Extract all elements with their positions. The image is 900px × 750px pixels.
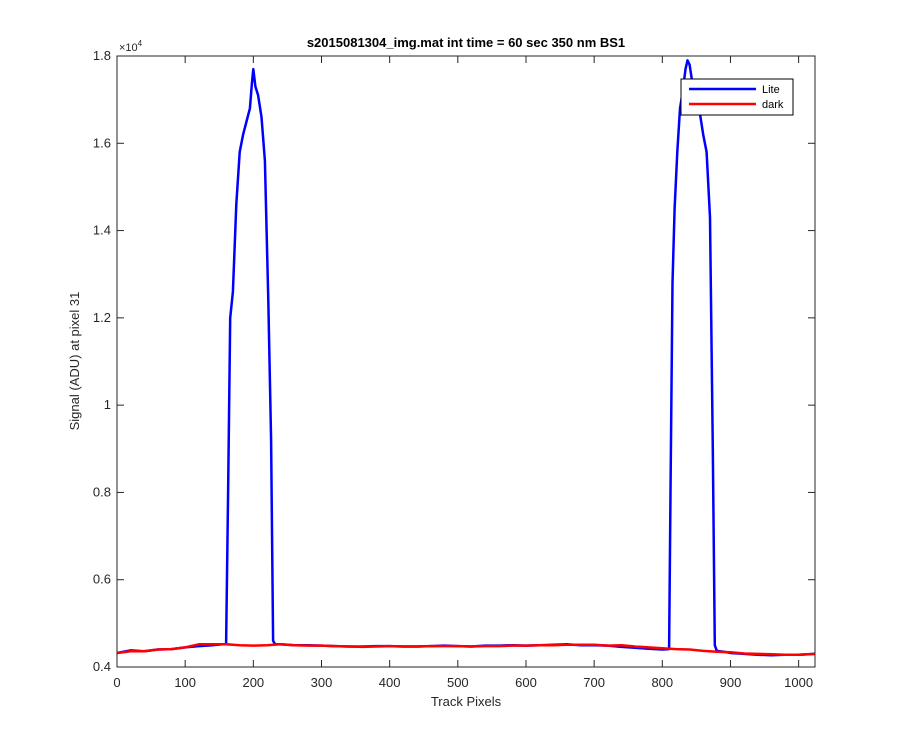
x-tick-label: 600 xyxy=(515,675,537,690)
x-tick-label: 300 xyxy=(311,675,333,690)
x-axis-label: Track Pixels xyxy=(431,694,502,709)
y-tick-label: 1 xyxy=(104,397,111,412)
plot-frame xyxy=(116,55,816,668)
x-tick-label: 1000 xyxy=(784,675,813,690)
x-tick-label: 700 xyxy=(583,675,605,690)
series-line-dark xyxy=(116,643,816,657)
x-tick-label: 800 xyxy=(651,675,673,690)
x-tick-label: 500 xyxy=(447,675,469,690)
legend-label-lite: Lite xyxy=(762,84,780,96)
y-axis-label: Signal (ADU) at pixel 31 xyxy=(67,292,82,431)
y-tick-label: 1.6 xyxy=(93,135,111,150)
x-tick-label: 200 xyxy=(242,675,264,690)
x-tick-label: 100 xyxy=(174,675,196,690)
x-tick-label: 400 xyxy=(379,675,401,690)
plot-area xyxy=(117,56,815,667)
legend-box xyxy=(680,78,794,116)
x-tick-label: 900 xyxy=(720,675,742,690)
y-axis-ticks: 0.4 0.6 0.8 1 1.2 1.4 1.6 1.8 xyxy=(93,48,815,674)
y-tick-label: 0.4 xyxy=(93,659,111,674)
y-tick-label: 0.8 xyxy=(93,484,111,499)
y-tick-label: 1.2 xyxy=(93,310,111,325)
legend-label-dark: dark xyxy=(762,99,784,111)
y-tick-label: 1.4 xyxy=(93,223,111,238)
legend: Lite dark xyxy=(680,78,794,116)
y-tick-label: 0.6 xyxy=(93,572,111,587)
x-tick-label: 0 xyxy=(113,675,120,690)
x-axis-ticks: 0 100 200 300 400 500 600 700 800 900 1000 xyxy=(113,56,813,690)
chart-title: s2015081304_img.mat int time = 60 sec 35… xyxy=(307,35,625,50)
y-exponent-label: ×104 xyxy=(119,39,143,54)
y-tick-label: 1.8 xyxy=(93,48,111,63)
